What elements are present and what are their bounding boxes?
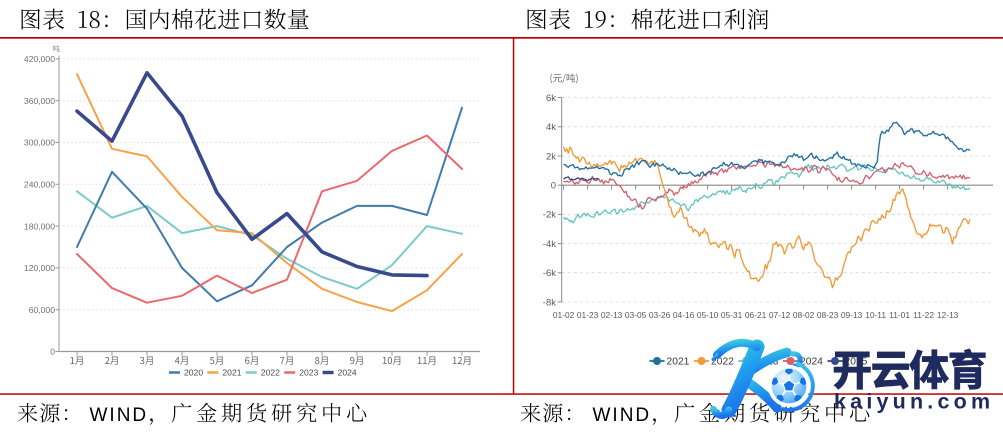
svg-text:2020: 2020 [184, 368, 203, 378]
svg-text:2024: 2024 [338, 368, 357, 378]
svg-text:04-16: 04-16 [673, 310, 695, 320]
svg-text:2022: 2022 [261, 368, 280, 378]
svg-text:09-13: 09-13 [841, 310, 863, 320]
svg-text:300,000: 300,000 [24, 138, 55, 148]
svg-text:2021: 2021 [667, 357, 690, 368]
svg-text:-6k: -6k [543, 268, 556, 279]
svg-text:02-13: 02-13 [601, 310, 623, 320]
svg-text:kaiyun.com: kaiyun.com [834, 390, 994, 414]
svg-text:60,000: 60,000 [29, 305, 56, 315]
svg-text:4k: 4k [546, 122, 556, 133]
svg-text:420,000: 420,000 [24, 54, 55, 64]
svg-text:180,000: 180,000 [24, 221, 55, 231]
svg-text:-8k: -8k [543, 297, 556, 308]
svg-text:0: 0 [50, 347, 55, 357]
svg-text:05-10: 05-10 [697, 310, 719, 320]
svg-text:6k: 6k [546, 93, 556, 104]
svg-text:-4k: -4k [543, 239, 556, 250]
svg-text:2k: 2k [546, 151, 556, 162]
svg-text:08-02: 08-02 [793, 310, 815, 320]
svg-text:WIND: WIND [593, 405, 652, 426]
svg-text:2025: 2025 [845, 357, 868, 368]
svg-text:03-26: 03-26 [649, 310, 671, 320]
svg-text:2024: 2024 [800, 357, 823, 368]
svg-text:WIND: WIND [90, 405, 149, 426]
svg-text:240,000: 240,000 [24, 180, 55, 190]
svg-text:-2k: -2k [543, 210, 556, 221]
svg-text:11-22: 11-22 [913, 310, 934, 320]
svg-text:2021: 2021 [222, 368, 241, 378]
svg-text:06-21: 06-21 [745, 310, 767, 320]
svg-text:07-12: 07-12 [769, 310, 791, 320]
svg-text:08-23: 08-23 [817, 310, 839, 320]
svg-text:01-02: 01-02 [553, 310, 575, 320]
svg-text:05-31: 05-31 [721, 310, 743, 320]
svg-text:0: 0 [551, 181, 556, 192]
svg-text:12-13: 12-13 [937, 310, 959, 320]
svg-text:120,000: 120,000 [24, 263, 55, 273]
svg-text:10-11: 10-11 [865, 310, 886, 320]
svg-text:03-05: 03-05 [625, 310, 647, 320]
svg-text:01-23: 01-23 [577, 310, 599, 320]
svg-text:11-01: 11-01 [889, 310, 910, 320]
svg-text:2022: 2022 [711, 357, 734, 368]
svg-text:2023: 2023 [299, 368, 318, 378]
svg-text:360,000: 360,000 [24, 96, 55, 106]
